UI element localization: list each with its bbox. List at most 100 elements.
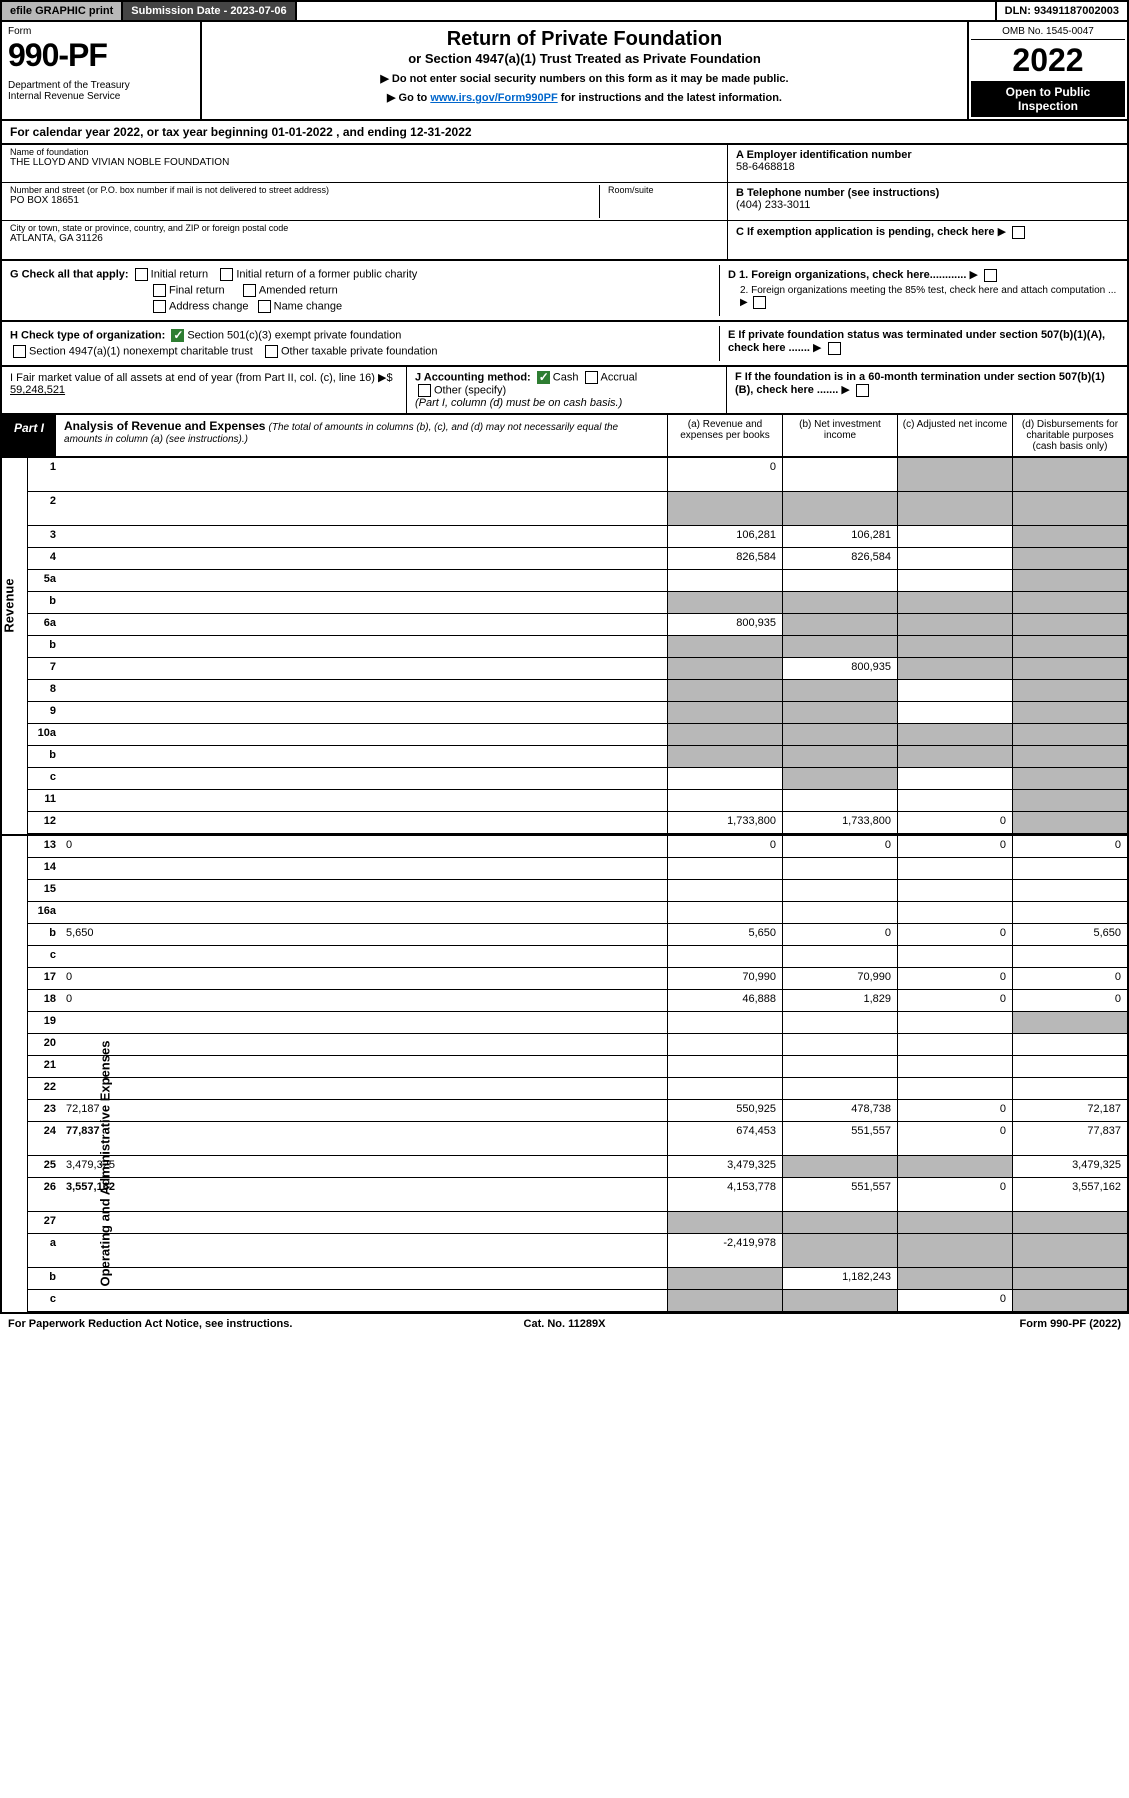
table-row: a-2,419,978	[28, 1234, 1127, 1268]
row-number: 17	[28, 968, 62, 989]
cell-col-b	[782, 1234, 897, 1267]
cell-col-a: 106,281	[667, 526, 782, 547]
501c3-checkbox[interactable]	[171, 329, 184, 342]
row-description	[62, 492, 667, 525]
other-method-checkbox[interactable]	[418, 384, 431, 397]
cell-col-c	[897, 702, 1012, 723]
row-number: 3	[28, 526, 62, 547]
row-number: 13	[28, 836, 62, 857]
cell-col-a	[667, 702, 782, 723]
city-label: City or town, state or province, country…	[10, 223, 719, 233]
cell-col-c	[897, 636, 1012, 657]
row-number: 10a	[28, 724, 62, 745]
table-row: 4826,584826,584	[28, 548, 1127, 570]
cell-col-a	[667, 768, 782, 789]
cell-col-a: 826,584	[667, 548, 782, 569]
other-taxable-checkbox[interactable]	[265, 345, 278, 358]
cell-col-d	[1012, 1268, 1127, 1289]
revenue-table: Revenue 1023106,281106,2814826,584826,58…	[0, 458, 1129, 836]
initial-public-checkbox[interactable]	[220, 268, 233, 281]
cell-col-d	[1012, 902, 1127, 923]
table-row: 2	[28, 492, 1127, 526]
part1-label: Part I	[2, 415, 56, 456]
c-checkbox[interactable]	[1012, 226, 1025, 239]
cell-col-b	[782, 746, 897, 767]
ein-label: A Employer identification number	[736, 149, 1119, 161]
cell-col-b: 1,733,800	[782, 812, 897, 833]
tel-cell: B Telephone number (see instructions) (4…	[728, 183, 1127, 221]
cell-col-c: 0	[897, 1122, 1012, 1155]
cell-col-d	[1012, 1034, 1127, 1055]
final-return-checkbox[interactable]	[153, 284, 166, 297]
table-row: 3106,281106,281	[28, 526, 1127, 548]
top-bar: efile GRAPHIC print Submission Date - 20…	[0, 0, 1129, 22]
row-number: 27	[28, 1212, 62, 1233]
table-row: 10	[28, 458, 1127, 492]
name-change-checkbox[interactable]	[258, 300, 271, 313]
accrual-checkbox[interactable]	[585, 371, 598, 384]
cell-col-a: 800,935	[667, 614, 782, 635]
table-row: 19	[28, 1012, 1127, 1034]
cell-col-c	[897, 1268, 1012, 1289]
cell-col-d: 3,557,162	[1012, 1178, 1127, 1211]
cell-col-a: 70,990	[667, 968, 782, 989]
expenses-side-label: Operating and Administrative Expenses	[2, 836, 28, 1312]
submission-date: Submission Date - 2023-07-06	[123, 2, 296, 20]
amended-return-checkbox[interactable]	[243, 284, 256, 297]
cell-col-a	[667, 1212, 782, 1233]
row-number: 26	[28, 1178, 62, 1211]
table-row: 7800,935	[28, 658, 1127, 680]
part1-header: Part I Analysis of Revenue and Expenses …	[0, 415, 1129, 458]
row-number: b	[28, 592, 62, 613]
cell-col-d	[1012, 946, 1127, 967]
cell-col-a: 1,733,800	[667, 812, 782, 833]
irs-link[interactable]: www.irs.gov/Form990PF	[430, 92, 557, 104]
row-description	[62, 680, 667, 701]
row-description: 0	[62, 968, 667, 989]
address-change-checkbox[interactable]	[153, 300, 166, 313]
cell-col-b: 0	[782, 924, 897, 945]
cell-col-d	[1012, 702, 1127, 723]
cell-col-a: 0	[667, 836, 782, 857]
h-section: H Check type of organization: Section 50…	[0, 322, 1129, 367]
e-checkbox[interactable]	[828, 342, 841, 355]
cell-col-b	[782, 636, 897, 657]
cell-col-a: 5,650	[667, 924, 782, 945]
cell-col-a	[667, 570, 782, 591]
row-description	[62, 1078, 667, 1099]
cell-col-c	[897, 492, 1012, 525]
cell-col-b	[782, 702, 897, 723]
g-section: G Check all that apply: Initial return I…	[0, 261, 1129, 322]
4947-checkbox[interactable]	[13, 345, 26, 358]
table-row: 27	[28, 1212, 1127, 1234]
cash-checkbox[interactable]	[537, 371, 550, 384]
cell-col-b	[782, 724, 897, 745]
d2-checkbox[interactable]	[753, 296, 766, 309]
cell-col-d: 0	[1012, 990, 1127, 1011]
row-description	[62, 636, 667, 657]
foundation-name-row: Name of foundation THE LLOYD AND VIVIAN …	[2, 145, 727, 183]
cell-col-d	[1012, 790, 1127, 811]
cell-col-c	[897, 790, 1012, 811]
initial-return-checkbox[interactable]	[135, 268, 148, 281]
column-headers: (a) Revenue and expenses per books (b) N…	[667, 415, 1127, 456]
cell-col-b	[782, 946, 897, 967]
c-cell: C If exemption application is pending, c…	[728, 221, 1127, 259]
table-row: 6a800,935	[28, 614, 1127, 636]
cell-col-d	[1012, 812, 1127, 833]
table-row: c0	[28, 1290, 1127, 1312]
cell-col-b	[782, 902, 897, 923]
cell-col-a	[667, 858, 782, 879]
page-footer: For Paperwork Reduction Act Notice, see …	[0, 1314, 1129, 1334]
d1-checkbox[interactable]	[984, 269, 997, 282]
cell-col-c	[897, 1034, 1012, 1055]
f-checkbox[interactable]	[856, 384, 869, 397]
cell-col-c	[897, 880, 1012, 901]
calendar-year-row: For calendar year 2022, or tax year begi…	[0, 121, 1129, 145]
cell-col-c	[897, 1012, 1012, 1033]
row-description	[62, 902, 667, 923]
cell-col-c	[897, 1156, 1012, 1177]
table-row: 11	[28, 790, 1127, 812]
cell-col-d	[1012, 458, 1127, 491]
cell-col-d	[1012, 1290, 1127, 1311]
